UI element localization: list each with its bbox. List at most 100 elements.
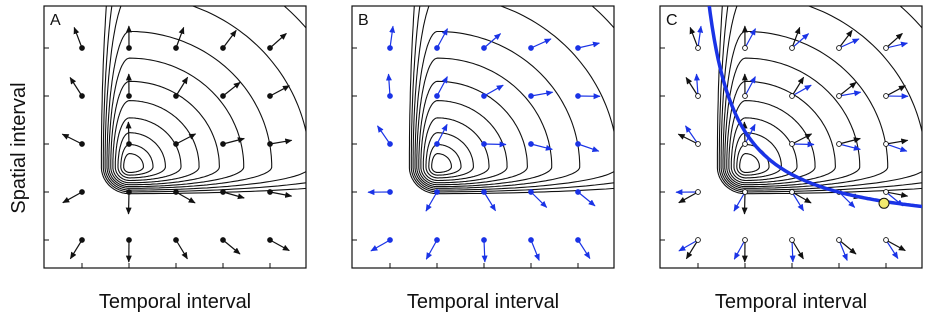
contour-line <box>724 57 861 188</box>
blue-arrow <box>483 141 507 148</box>
black-arrow <box>838 239 857 255</box>
black-arrow <box>175 133 197 145</box>
grid-point <box>883 237 889 243</box>
blue-arrow <box>389 25 396 49</box>
grid-point <box>789 141 795 147</box>
arrow-field <box>675 25 909 263</box>
contour-line <box>716 6 922 195</box>
black-arrow <box>685 239 699 260</box>
contour-line <box>422 117 490 182</box>
blue-arrow <box>685 125 699 145</box>
black-arrow <box>791 239 804 260</box>
contour-line <box>120 143 154 176</box>
blue-arrow <box>425 239 438 260</box>
blue-arrow <box>370 239 391 252</box>
grid-point <box>789 93 795 99</box>
contour-line <box>114 117 182 182</box>
grid-point <box>481 45 487 51</box>
grid-point <box>481 189 487 195</box>
blue-arrow <box>744 28 757 49</box>
grid-point <box>434 141 440 147</box>
blue-arrow <box>791 33 810 49</box>
contour-line <box>112 100 200 184</box>
grid-point <box>836 93 842 99</box>
contour-line <box>110 80 220 186</box>
black-arrow <box>838 81 857 97</box>
x-axis-label: Temporal interval <box>99 291 251 313</box>
grid-point <box>267 189 273 195</box>
blue-arrow <box>530 38 552 49</box>
contour-line <box>408 6 614 195</box>
black-arrow <box>222 81 241 97</box>
black-arrow <box>678 191 699 204</box>
grid-point <box>79 189 85 195</box>
contour-line <box>100 6 306 195</box>
grid-point <box>267 93 273 99</box>
grid-point <box>836 237 842 243</box>
contour-line <box>425 132 474 179</box>
blue-arrow <box>838 239 848 261</box>
panel-B: B Temporal interval <box>351 5 615 313</box>
black-arrow <box>741 191 748 215</box>
grid-point <box>528 93 534 99</box>
grid-point <box>387 189 393 195</box>
blue-arrow <box>577 143 600 152</box>
contour-lines <box>408 6 614 195</box>
blue-arrow <box>577 191 596 207</box>
grid-point <box>387 141 393 147</box>
contour-line <box>123 153 144 173</box>
black-arrow <box>885 85 906 97</box>
grid-point <box>575 45 581 51</box>
panel-C: C Temporal interval <box>659 5 923 313</box>
black-arrow <box>62 191 83 204</box>
grid-point <box>789 45 795 51</box>
blue-arrow <box>838 90 862 97</box>
blue-arrow <box>693 73 700 97</box>
black-arrow <box>69 76 83 97</box>
grid-point <box>267 141 273 147</box>
contour-line <box>431 153 452 173</box>
blue-arrow <box>483 84 504 97</box>
panel-frame <box>351 5 615 269</box>
blue-arrow <box>791 141 815 148</box>
grid-point <box>575 237 581 243</box>
grid-point <box>126 93 132 99</box>
black-arrow <box>222 239 241 255</box>
grid-point <box>742 189 748 195</box>
grid-point <box>387 93 393 99</box>
grid-point <box>387 237 393 243</box>
grid-point <box>126 189 132 195</box>
panels: A Temporal interval B Temporal interval C Tem… <box>43 5 923 313</box>
black-arrow <box>269 85 290 97</box>
blue-arrow <box>885 41 908 49</box>
blue-arrow <box>483 33 502 49</box>
contour-line <box>106 30 273 189</box>
grid-point <box>883 45 889 51</box>
y-axis-label: Spatial interval <box>8 82 30 213</box>
grid-point <box>126 237 132 243</box>
blue-arrow <box>885 143 908 152</box>
grid-point <box>742 237 748 243</box>
grid-point <box>173 45 179 51</box>
contour-line <box>739 153 760 173</box>
grid-point <box>481 237 487 243</box>
contour-line <box>414 30 581 189</box>
black-arrow <box>175 191 196 204</box>
blue-arrow <box>744 123 756 145</box>
black-arrow <box>689 26 699 49</box>
contour-line <box>733 132 782 179</box>
grid-point <box>789 237 795 243</box>
blue-arrow <box>697 25 704 49</box>
contour-line <box>728 100 816 184</box>
panel-frame <box>659 5 923 269</box>
grid-point <box>742 141 748 147</box>
black-arrow <box>269 191 293 198</box>
grid-point <box>220 141 226 147</box>
blue-arrow <box>530 239 540 261</box>
black-arrow <box>125 191 132 215</box>
blue-curve <box>707 6 922 209</box>
black-arrow <box>175 26 185 49</box>
black-arrow <box>791 76 805 97</box>
blue-arrow <box>577 239 591 260</box>
